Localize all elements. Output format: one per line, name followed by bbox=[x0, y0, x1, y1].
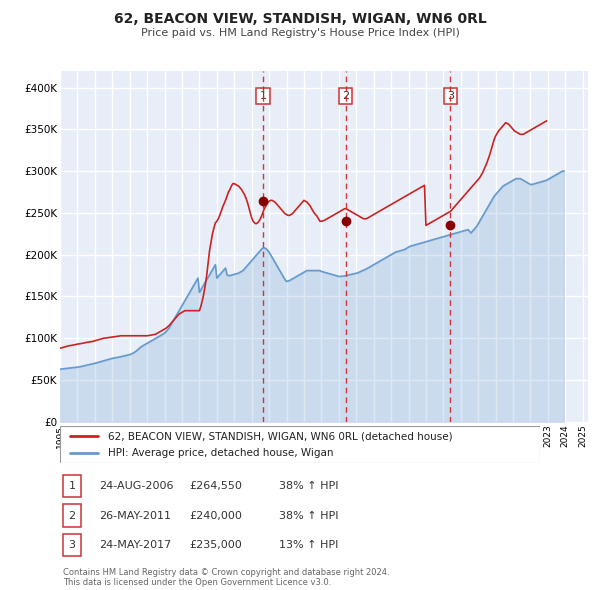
Text: 38% ↑ HPI: 38% ↑ HPI bbox=[279, 481, 338, 491]
Text: £235,000: £235,000 bbox=[189, 540, 242, 550]
Text: Price paid vs. HM Land Registry's House Price Index (HPI): Price paid vs. HM Land Registry's House … bbox=[140, 28, 460, 38]
Text: 62, BEACON VIEW, STANDISH, WIGAN, WN6 0RL (detached house): 62, BEACON VIEW, STANDISH, WIGAN, WN6 0R… bbox=[108, 431, 452, 441]
Text: 3: 3 bbox=[68, 540, 76, 550]
Text: 62, BEACON VIEW, STANDISH, WIGAN, WN6 0RL: 62, BEACON VIEW, STANDISH, WIGAN, WN6 0R… bbox=[113, 12, 487, 26]
Text: This data is licensed under the Open Government Licence v3.0.: This data is licensed under the Open Gov… bbox=[63, 578, 331, 587]
Text: 26-MAY-2011: 26-MAY-2011 bbox=[99, 511, 171, 520]
Text: Contains HM Land Registry data © Crown copyright and database right 2024.: Contains HM Land Registry data © Crown c… bbox=[63, 568, 389, 577]
Text: 3: 3 bbox=[447, 91, 454, 101]
Text: 2: 2 bbox=[342, 91, 349, 101]
Text: HPI: Average price, detached house, Wigan: HPI: Average price, detached house, Wiga… bbox=[108, 448, 334, 458]
Text: 24-MAY-2017: 24-MAY-2017 bbox=[99, 540, 171, 550]
Text: 13% ↑ HPI: 13% ↑ HPI bbox=[279, 540, 338, 550]
Text: 24-AUG-2006: 24-AUG-2006 bbox=[99, 481, 173, 491]
FancyBboxPatch shape bbox=[60, 426, 540, 463]
Text: 1: 1 bbox=[68, 481, 76, 491]
Text: £264,550: £264,550 bbox=[189, 481, 242, 491]
Text: 1: 1 bbox=[259, 91, 266, 101]
Text: 38% ↑ HPI: 38% ↑ HPI bbox=[279, 511, 338, 520]
Text: £240,000: £240,000 bbox=[189, 511, 242, 520]
Text: 2: 2 bbox=[68, 511, 76, 520]
